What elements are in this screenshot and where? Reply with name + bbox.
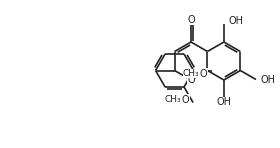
Text: O: O — [187, 15, 195, 25]
Text: O: O — [181, 95, 189, 105]
Text: OH: OH — [216, 97, 231, 107]
Text: OH: OH — [261, 75, 276, 85]
Text: OH: OH — [229, 16, 244, 26]
Text: CH₃: CH₃ — [164, 95, 181, 104]
Text: O: O — [200, 69, 207, 78]
Text: O: O — [187, 75, 195, 85]
Text: CH₃: CH₃ — [183, 69, 200, 78]
